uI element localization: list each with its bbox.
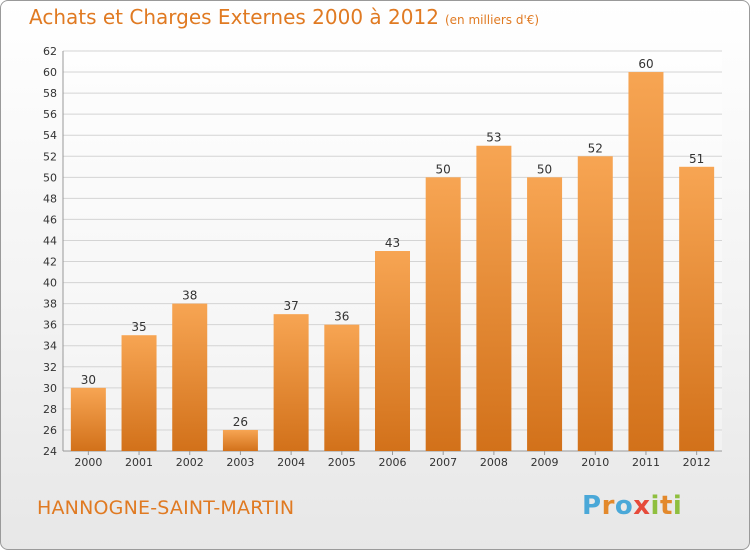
x-tick-label: 2008 [480,456,508,469]
logo-letter: P [582,491,602,521]
bar-value-label: 50 [436,162,451,176]
bar-value-label: 52 [588,141,603,155]
bars-layer [70,72,715,451]
bar-value-label: 35 [131,320,146,334]
y-tick-label: 24 [43,445,57,458]
bar-value-label: 30 [81,373,96,387]
bar-2002 [172,303,208,451]
y-tick-label: 28 [43,403,57,416]
logo-letter: i [672,491,683,521]
bar-value-label: 43 [385,236,400,250]
x-tick-label: 2002 [176,456,204,469]
bar-2000 [70,387,106,451]
bar-value-label: 36 [334,310,349,324]
bar-2010 [577,156,613,451]
bar-value-label: 50 [537,162,552,176]
bar-2006 [375,251,410,451]
bar-value-label: 37 [283,299,298,313]
bar-2007 [425,177,461,451]
y-tick-label: 38 [43,298,57,311]
x-tick-label: 2003 [226,456,254,469]
x-tick-label: 2001 [125,456,153,469]
city-name: HANNOGNE-SAINT-MARTIN [37,497,295,519]
proxiti-logo: Proxiti [582,491,682,521]
y-tick-label: 62 [43,45,57,58]
y-tick-label: 26 [43,424,57,437]
chart-subtitle: (en milliers d'€) [444,13,540,27]
x-tick-label: 2010 [581,456,609,469]
bar-2012 [679,166,715,451]
x-tick-label: 2000 [74,456,102,469]
bar-2009 [527,177,563,451]
bar-2003 [222,429,258,451]
bar-value-label: 60 [638,57,653,71]
y-tick-label: 42 [43,256,57,269]
x-tick-label: 2004 [277,456,305,469]
bar-2001 [121,335,157,451]
logo-letter: t [659,491,673,521]
chart-title: Achats et Charges Externes 2000 à 2012 (e… [29,5,539,29]
bar-2011 [628,72,664,451]
x-tick-label: 2009 [531,456,559,469]
x-tick-label: 2005 [328,456,356,469]
y-tick-label: 40 [43,277,57,290]
y-tick-label: 46 [43,213,57,226]
bar-2005 [324,324,360,451]
y-tick-label: 32 [43,361,57,374]
labels-layer: 24 26 28 30 32 34 36 38 40 42 44 46 48 50 52 54 56 58 60 62… [43,45,711,469]
x-tick-label: 2006 [379,456,407,469]
bar-value-label: 53 [486,131,501,145]
bar-2008 [476,145,512,451]
logo-letter: r [601,491,615,521]
x-tick-label: 2011 [632,456,660,469]
bar-2004 [273,314,309,451]
y-tick-label: 30 [43,382,57,395]
bar-value-label: 38 [182,289,197,303]
y-tick-label: 54 [43,129,57,142]
x-tick-label: 2012 [683,456,711,469]
y-tick-label: 58 [43,87,57,100]
x-tick-label: 2007 [429,456,457,469]
y-tick-label: 56 [43,108,57,121]
y-tick-label: 48 [43,192,57,205]
bar-value-label: 26 [233,415,248,429]
logo-letter: x [633,491,651,521]
y-tick-label: 50 [43,171,57,184]
logo-letter: i [650,491,660,521]
y-tick-label: 52 [43,150,57,163]
bar-value-label: 51 [689,152,704,166]
y-tick-label: 34 [43,340,57,353]
y-tick-label: 60 [43,66,57,79]
y-tick-label: 44 [43,234,57,247]
y-tick-label: 36 [43,319,57,332]
chart-title-text: Achats et Charges Externes 2000 à 2012 [29,5,439,29]
logo-letter: o [614,491,634,521]
